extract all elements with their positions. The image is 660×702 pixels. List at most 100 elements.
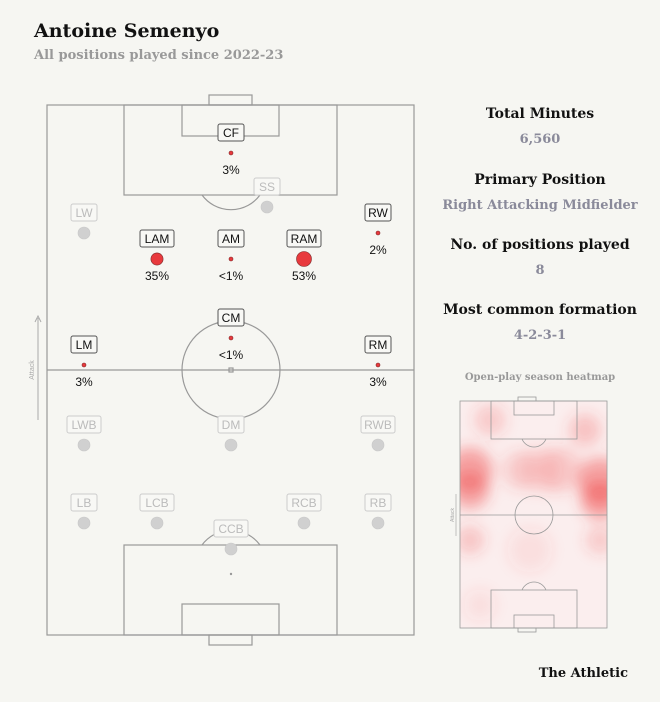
position-label: LWB <box>71 418 96 432</box>
heat-blob <box>507 527 553 573</box>
position-label: RB <box>370 496 387 510</box>
position-label-box <box>217 229 245 248</box>
position-label-box <box>139 493 175 512</box>
position-label-box <box>253 177 281 196</box>
stat-label: Total Minutes <box>485 106 595 122</box>
position-share: <1% <box>219 269 244 283</box>
position-label: CCB <box>218 522 243 536</box>
position-dot <box>77 226 91 240</box>
position-share: 3% <box>75 375 93 389</box>
position-share: 3% <box>222 163 240 177</box>
position-dot <box>371 438 385 452</box>
heatmap-attack-arrow: Attack <box>450 494 457 536</box>
position-dot <box>77 516 91 530</box>
position-rwb: RWB <box>360 415 396 452</box>
position-share: <1% <box>219 348 244 362</box>
position-label-box <box>364 335 392 354</box>
position-label-box <box>70 335 98 354</box>
subtitle: All positions played since 2022-23 <box>34 48 284 63</box>
position-label: RW <box>368 206 388 220</box>
heat-blob <box>460 470 490 510</box>
position-label: SS <box>259 180 275 194</box>
position-cm: CM <1% <box>217 308 245 362</box>
heatmap-pitch-lines <box>459 396 608 633</box>
position-label-box <box>364 203 392 222</box>
position-label: LB <box>77 496 92 510</box>
position-dot <box>296 251 312 267</box>
heat-blob <box>464 589 496 621</box>
position-dot <box>150 516 164 530</box>
position-lam: LAM 35% <box>139 229 175 283</box>
heatmap-attack-label: Attack <box>450 508 456 522</box>
position-dm: DM <box>217 415 245 452</box>
position-label: AM <box>222 232 240 246</box>
position-share: 3% <box>369 375 387 389</box>
position-label: LCB <box>145 496 168 510</box>
stat-label: Primary Position <box>474 172 606 188</box>
stat-block: Total Minutes 6,560 <box>420 106 660 147</box>
position-label-box <box>286 493 322 512</box>
position-share: 35% <box>145 269 169 283</box>
heatmap-title: Open-play season heatmap <box>464 372 616 383</box>
position-lw: LW <box>70 203 98 240</box>
heat-blob <box>580 480 607 520</box>
heat-blob <box>569 414 601 446</box>
heat-blob <box>517 447 563 493</box>
position-label: LW <box>75 206 93 220</box>
stat-label: No. of positions played <box>450 237 630 253</box>
position-lm: LM 3% <box>70 335 98 389</box>
position-label-box <box>70 203 98 222</box>
stat-value: 8 <box>535 263 545 278</box>
position-ccb: CCB <box>213 519 249 556</box>
position-label-box <box>213 519 249 538</box>
stat-label: Most common formation <box>443 302 637 318</box>
position-label: RAM <box>291 232 318 246</box>
position-am: AM <1% <box>217 229 245 283</box>
position-label-box <box>217 415 245 434</box>
position-dot <box>77 438 91 452</box>
position-label: CM <box>222 311 241 325</box>
position-lwb: LWB <box>66 415 102 452</box>
position-label-box <box>364 493 392 512</box>
page-title: Antoine Semenyo <box>34 20 220 42</box>
attack-label: Attack <box>29 360 36 380</box>
position-label: DM <box>222 418 241 432</box>
position-dot <box>375 230 381 236</box>
position-dot <box>375 362 381 368</box>
position-cf: CF 3% <box>217 123 245 177</box>
position-label-box <box>139 229 175 248</box>
heat-blob <box>460 525 485 555</box>
attack-arrow: Attack <box>29 314 42 420</box>
position-label-box <box>70 493 98 512</box>
position-ss: SS <box>253 177 281 214</box>
stat-value: Right Attacking Midfielder <box>442 198 638 213</box>
position-rcb: RCB <box>286 493 322 530</box>
position-label: CF <box>223 126 239 140</box>
position-dot <box>228 335 234 341</box>
brand-logo: The Athletic <box>538 666 628 681</box>
position-rm: RM 3% <box>364 335 392 389</box>
heat-blob <box>474 404 506 436</box>
position-label: RCB <box>291 496 316 510</box>
position-label: LM <box>76 338 93 352</box>
position-dot <box>297 516 311 530</box>
stat-value: 6,560 <box>519 132 561 147</box>
position-lb: LB <box>70 493 98 530</box>
heat-blob <box>585 525 607 555</box>
pitch-lines <box>46 94 415 646</box>
stat-block: Most common formation 4-2-3-1 <box>420 302 660 343</box>
position-rb: RB <box>364 493 392 530</box>
position-share: 2% <box>369 243 387 257</box>
position-dot <box>260 200 274 214</box>
position-dot <box>224 542 238 556</box>
position-label: RWB <box>364 418 392 432</box>
stat-block: Primary Position Right Attacking Midfield… <box>420 172 660 213</box>
position-dot <box>224 438 238 452</box>
position-label-box <box>217 123 245 142</box>
position-share: 53% <box>292 269 316 283</box>
position-dot <box>371 516 385 530</box>
position-lcb: LCB <box>139 493 175 530</box>
position-label-box <box>217 308 245 327</box>
position-dot <box>81 362 87 368</box>
